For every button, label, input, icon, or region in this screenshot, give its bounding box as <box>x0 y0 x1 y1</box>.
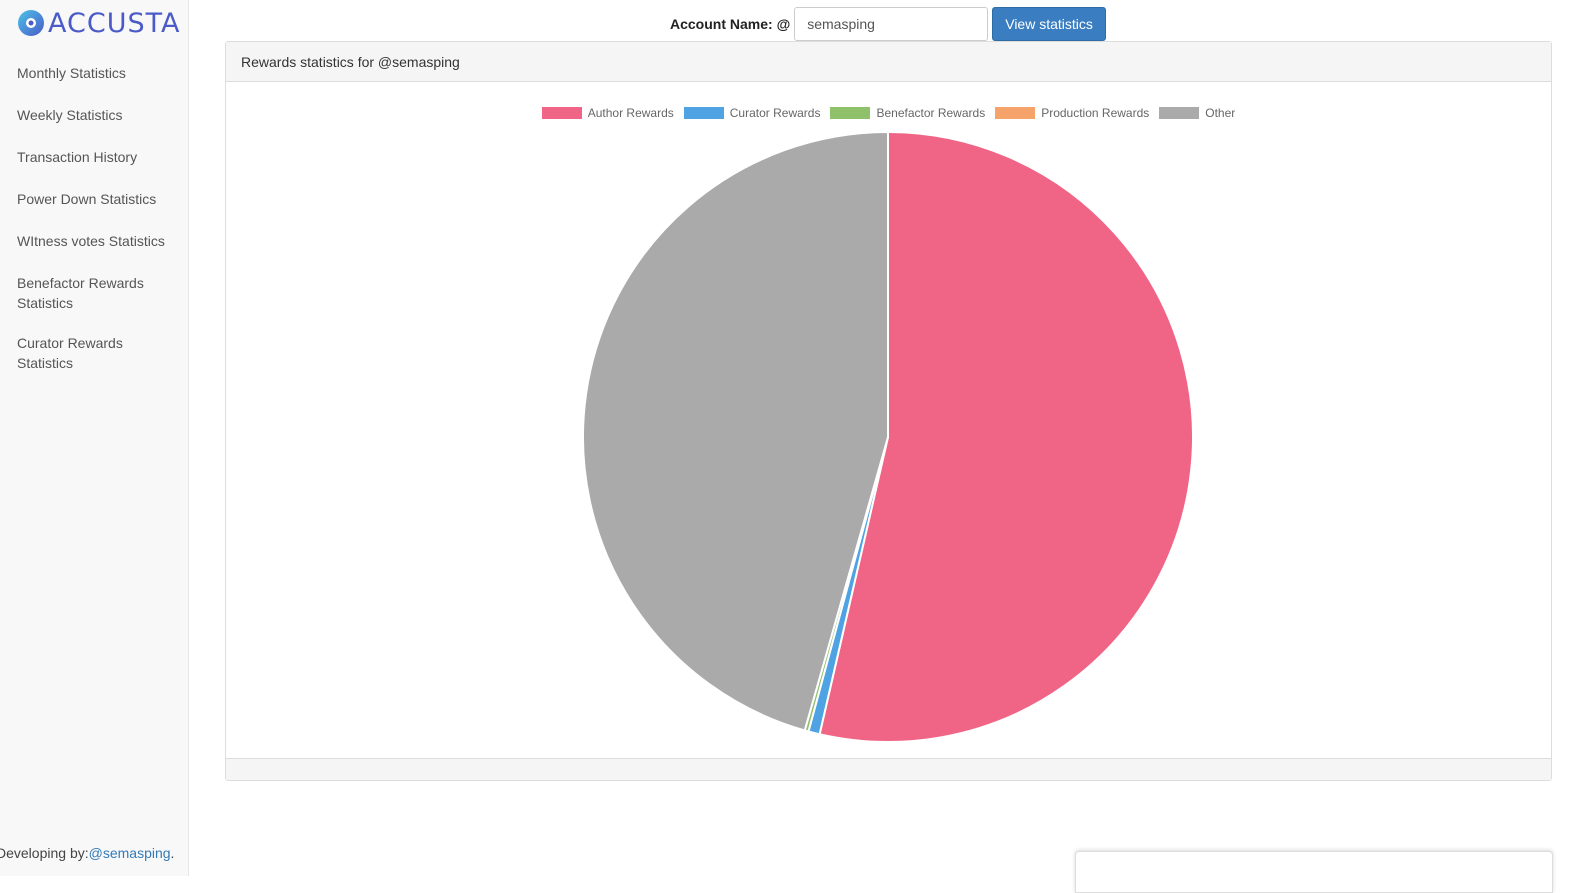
account-search-bar: Account Name: @ View statistics <box>670 6 1106 42</box>
footer-credit-suffix: . <box>170 845 175 861</box>
legend-swatch <box>995 107 1036 119</box>
pie-slice-author-rewards[interactable] <box>818 130 1194 743</box>
sidebar-item-power-down-statistics[interactable]: Power Down Statistics <box>17 191 157 207</box>
legend-swatch <box>541 107 582 119</box>
view-statistics-button[interactable]: View statistics <box>992 7 1106 41</box>
account-name-input[interactable] <box>794 7 989 41</box>
footer-credit-link[interactable]: @semasping <box>88 845 171 861</box>
legend-item-curator-rewards[interactable]: Curator Rewards <box>683 106 821 120</box>
legend-swatch <box>830 107 871 119</box>
legend-label: Curator Rewards <box>729 106 821 120</box>
pie-slice-other[interactable] <box>582 130 889 732</box>
legend-item-production-rewards[interactable]: Production Rewards <box>995 106 1149 120</box>
logo[interactable]: ACCUSTA <box>17 7 181 39</box>
sidebar-nav: Monthly Statistics Weekly Statistics Tra… <box>0 52 189 384</box>
legend-item-benefactor-rewards[interactable]: Benefactor Rewards <box>830 106 985 120</box>
panel-title: Rewards statistics for @semasping <box>226 42 1551 82</box>
sidebar-item-transaction-history[interactable]: Transaction History <box>17 149 138 165</box>
sidebar-item-witness-votes-statistics[interactable]: WItness votes Statistics <box>17 233 165 249</box>
rewards-panel: Rewards statistics for @semasping Author… <box>225 41 1552 781</box>
sidebar-item-monthly-statistics[interactable]: Monthly Statistics <box>17 65 126 81</box>
legend-item-author-rewards[interactable]: Author Rewards <box>541 106 674 120</box>
logo-icon <box>18 10 44 36</box>
legend-label: Other <box>1205 106 1236 120</box>
sidebar-item-weekly-statistics[interactable]: Weekly Statistics <box>17 107 123 123</box>
legend-label: Benefactor Rewards <box>876 106 986 120</box>
notification-popup[interactable] <box>1075 851 1553 893</box>
brand-name: ACCUSTA <box>48 7 181 39</box>
footer-credit: Developing by:@semasping. <box>0 845 174 861</box>
rewards-pie-chart[interactable] <box>226 42 1551 780</box>
chart-legend: Author Rewards Curator Rewards Benefacto… <box>226 106 1551 120</box>
legend-item-other[interactable]: Other <box>1159 106 1235 120</box>
legend-label: Author Rewards <box>587 106 674 120</box>
footer-credit-prefix: Developing by: <box>0 845 89 861</box>
panel-footer <box>226 758 1551 780</box>
sidebar-item-curator-rewards-statistics[interactable]: Curator Rewards Statistics <box>17 335 123 371</box>
legend-swatch <box>1159 107 1200 119</box>
legend-label: Production Rewards <box>1041 106 1150 120</box>
sidebar-item-benefactor-rewards-statistics[interactable]: Benefactor Rewards Statistics <box>17 275 144 311</box>
legend-swatch <box>683 107 724 119</box>
sidebar: ACCUSTA Monthly Statistics Weekly Statis… <box>0 0 189 876</box>
account-name-label: Account Name: @ <box>670 16 791 32</box>
